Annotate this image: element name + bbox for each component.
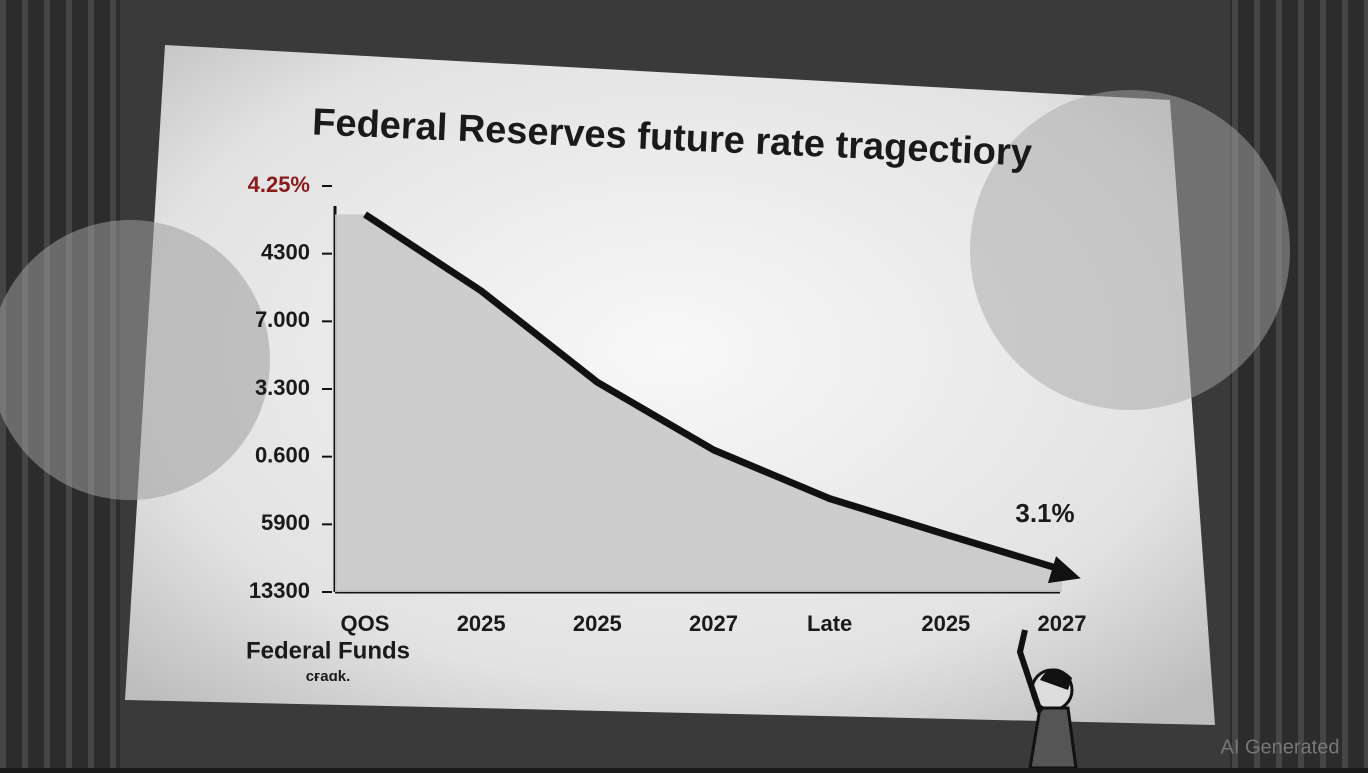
y-tick-label: 4.25% — [248, 172, 310, 197]
x-tick-label: 2027 — [689, 611, 738, 636]
person — [1016, 629, 1078, 770]
x-tick-label: 2027 — [1038, 611, 1087, 636]
x-tick-label: 2025 — [457, 611, 506, 636]
x-axis-sublabel: cғaɑk. — [306, 668, 351, 685]
shadow — [0, 220, 270, 500]
annotation: 3.1% — [1015, 498, 1074, 528]
x-tick-label: 2025 — [921, 611, 970, 636]
shadow — [970, 90, 1290, 410]
y-tick-label: 4300 — [261, 239, 310, 264]
y-tick-label: 5900 — [261, 510, 310, 535]
watermark: AI Generated — [1221, 736, 1340, 758]
y-tick-label: 7.000 — [255, 307, 310, 332]
y-tick-label: 0.600 — [255, 442, 310, 467]
x-tick-label: QOS — [341, 611, 390, 636]
area — [335, 214, 1062, 593]
x-tick-label: 2025 — [573, 611, 622, 636]
x-axis-label: Federal Funds — [246, 637, 410, 664]
y-tick-label: 3.300 — [255, 375, 310, 400]
arrow-head — [1047, 556, 1081, 584]
line — [363, 211, 1064, 574]
y-tick-label: 13300 — [249, 578, 310, 603]
x-tick-label: Late — [807, 611, 852, 636]
curtain-right — [1230, 0, 1368, 768]
